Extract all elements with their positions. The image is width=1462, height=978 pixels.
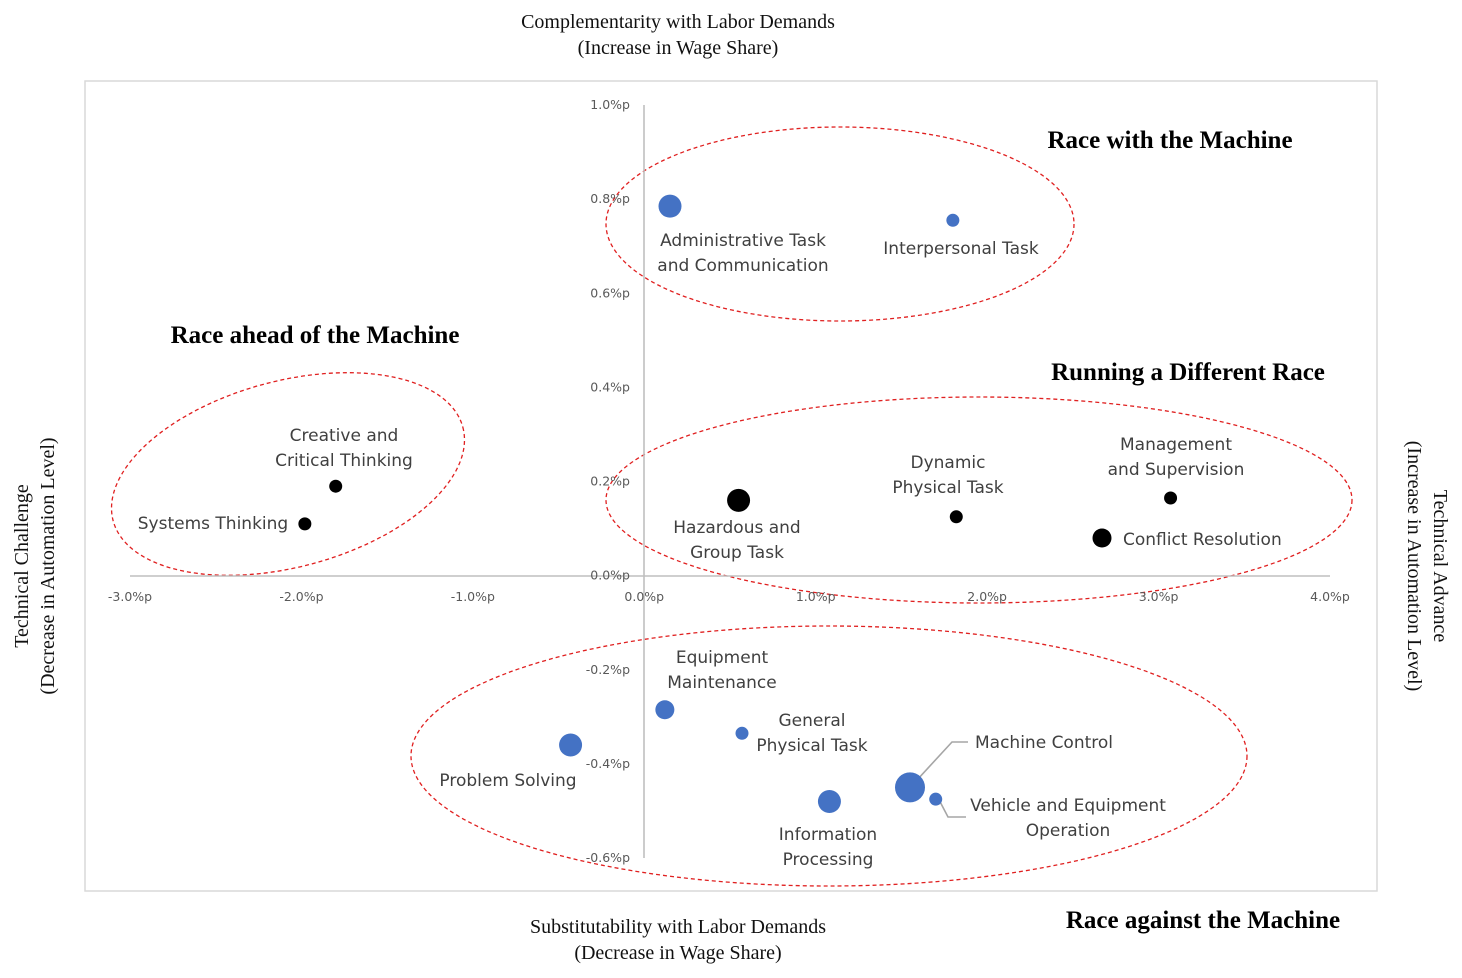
point-label: Problem Solving — [439, 771, 576, 791]
point-label: Dynamic Physical Task — [892, 453, 1003, 498]
x-tick-label: 2.0%p — [967, 589, 1007, 604]
data-point — [727, 488, 751, 512]
y-tick-label: -0.2%p — [586, 662, 630, 677]
point-label: Creative and Critical Thinking — [275, 426, 413, 471]
point-label: Conflict Resolution — [1123, 530, 1282, 550]
y-tick-label: 0.4%p — [590, 379, 630, 394]
x-tick-label: -3.0%p — [108, 589, 152, 604]
point-labels: Administrative Task and Communication Inte… — [138, 231, 1282, 870]
cluster-ellipses — [110, 126, 1353, 887]
leader-lines — [911, 741, 968, 818]
top-title-line2: (Increase in Wage Share) — [578, 37, 779, 59]
bottom-title-line2: (Decrease in Wage Share) — [574, 942, 781, 964]
y-tick-label: 0.2%p — [590, 474, 630, 489]
data-point — [735, 726, 749, 740]
data-points — [298, 194, 1178, 814]
data-point — [1092, 528, 1112, 548]
data-point — [929, 792, 943, 806]
leader-vehicle-operation — [939, 800, 966, 818]
y-tick-label: 0.8%p — [590, 191, 630, 206]
data-point — [559, 733, 583, 757]
bottom-title-line1: Substitutability with Labor Demands — [530, 916, 826, 938]
x-tick-label: 0.0%p — [624, 589, 664, 604]
top-title-line1: Complementarity with Labor Demands — [521, 11, 835, 33]
data-point — [298, 517, 312, 531]
left-title-line2: (Decrease in Automation Level) — [37, 437, 59, 694]
data-point — [655, 700, 675, 720]
point-label: Management and Supervision — [1108, 435, 1245, 480]
x-tick-label: -2.0%p — [279, 589, 323, 604]
point-label: General Physical Task — [756, 711, 867, 756]
ellipse-race-ahead — [110, 372, 466, 576]
data-point — [895, 772, 925, 803]
point-label: Information Processing — [779, 825, 877, 870]
point-label: Equipment Maintenance — [667, 648, 776, 693]
data-point — [658, 194, 682, 218]
y-tick-label: -0.4%p — [586, 756, 630, 771]
quadrant-title-race-with: Race with the Machine — [1047, 127, 1292, 154]
data-point — [1164, 491, 1178, 505]
data-point — [946, 213, 960, 227]
ellipse-different-race — [605, 396, 1353, 604]
right-title-line2: (Increase in Automation Level) — [1403, 441, 1425, 691]
ellipse-race-against — [410, 625, 1248, 887]
x-tick-label: 3.0%p — [1139, 589, 1179, 604]
data-point — [817, 790, 841, 814]
quadrant-title-different-race: Running a Different Race — [1051, 359, 1325, 386]
right-title-line1: Technical Advance — [1429, 490, 1451, 643]
ellipse-race-with — [605, 126, 1075, 322]
point-label: Interpersonal Task — [883, 239, 1039, 259]
point-label: Administrative Task and Communication — [657, 231, 828, 276]
x-tick-label: 1.0%p — [796, 589, 836, 604]
data-point — [949, 510, 963, 524]
y-tick-label: 1.0%p — [590, 97, 630, 112]
x-tick-label: -1.0%p — [451, 589, 495, 604]
leader-machine-control — [911, 741, 968, 786]
point-label: Machine Control — [975, 733, 1113, 753]
axis-ticks: -3.0%p -2.0%p -1.0%p 0.0%p 1.0%p 2.0%p 3.0%p 4.… — [108, 97, 1350, 865]
chart-frame — [84, 80, 1378, 892]
point-label: Hazardous and Group Task — [673, 518, 800, 563]
quadrant-title-race-against: Race against the Machine — [1066, 907, 1340, 934]
y-tick-label: 0.0%p — [590, 568, 630, 583]
point-label: Systems Thinking — [138, 514, 288, 534]
quadrant-title-race-ahead: Race ahead of the Machine — [171, 322, 460, 349]
y-tick-label: -0.6%p — [586, 850, 630, 865]
data-point — [329, 479, 343, 493]
y-tick-label: 0.6%p — [590, 285, 630, 300]
point-label: Vehicle and Equipment Operation — [970, 796, 1166, 841]
x-tick-label: 4.0%p — [1310, 589, 1350, 604]
left-title-line1: Technical Challenge — [11, 484, 33, 648]
